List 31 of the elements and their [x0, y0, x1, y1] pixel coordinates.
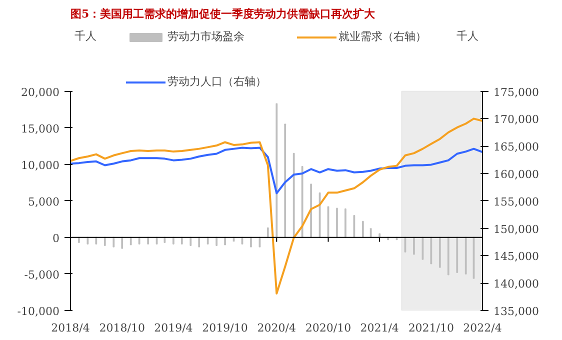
y2-tick-label: 160,000	[494, 168, 539, 181]
y2-tick-label: 165,000	[494, 140, 539, 154]
y2-tick-label: 175,000	[494, 86, 539, 99]
y2-tick-label: 135,000	[494, 305, 539, 318]
x-tick-label: 2018/10	[99, 322, 145, 334]
x-tick-label: 2019/10	[202, 322, 248, 334]
y-tick-label: -10,000	[17, 305, 60, 318]
y-tick-label: 5,000	[28, 195, 60, 208]
chart-title: 图5：美国用工需求的增加促使一季度劳动力供需缺口再次扩大	[70, 8, 376, 20]
y2-tick-label: 170,000	[494, 113, 539, 126]
x-tick-label: 2020/10	[305, 322, 352, 334]
x-tick-label: 2021/4	[360, 322, 399, 334]
y-tick-label: -5,000	[24, 268, 60, 282]
y-axis-title: 千人	[74, 30, 96, 42]
legend-label: 劳动力人口（右轴）	[168, 74, 266, 89]
y2-tick-label: 155,000	[494, 195, 539, 208]
x-tick-label: 2020/4	[257, 322, 296, 334]
y-tick-label: 10,000	[21, 158, 60, 172]
x-tick-label: 2022/4	[463, 322, 502, 334]
y-tick-label: 15,000	[21, 122, 60, 136]
x-tick-label: 2018/4	[51, 322, 90, 334]
x-tick-label: 2019/4	[154, 322, 193, 334]
y-tick-label: 0	[52, 232, 60, 245]
y2-tick-label: 150,000	[494, 222, 539, 236]
x-tick-label: 2021/10	[408, 322, 454, 334]
legend-label: 劳动力市场盈余	[168, 29, 244, 44]
y2-tick-label: 140,000	[494, 278, 539, 291]
y2-axis-title: 千人	[456, 30, 478, 42]
legend-label: 就业需求（右轴）	[338, 29, 426, 44]
y2-tick-label: 145,000	[494, 250, 539, 264]
y-tick-label: 20,000	[21, 86, 60, 99]
